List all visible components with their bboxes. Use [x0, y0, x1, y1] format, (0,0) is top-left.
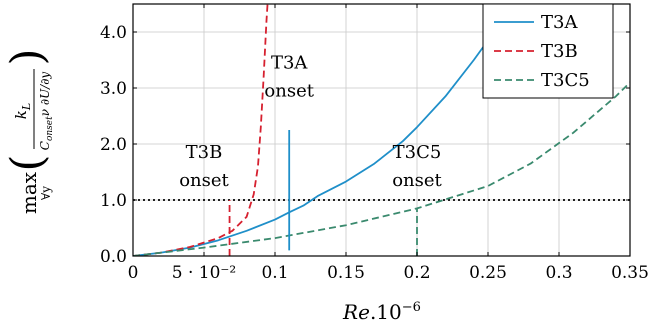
y-tick-label: 3.0 — [100, 79, 127, 99]
legend-box — [482, 3, 614, 99]
y-axis-label-numerator: kL — [12, 103, 33, 119]
axis-ticks: 0 5 · 10⁻² 0.1 0.15 0.2 0.25 0.3 0.35 0.0 1.0 2.0 3… — [100, 4, 649, 283]
series-line-t3c5 — [133, 81, 630, 256]
legend-label-t3c5: T3C5 — [541, 70, 590, 91]
onset-label-t3c5-onset: onset — [392, 170, 442, 191]
series-line-t3a — [133, 4, 510, 256]
series-line-t3b — [133, 4, 269, 256]
onset-label-t3b-name: T3B — [186, 142, 223, 163]
y-axis-label: max ∀y ( kL Consetν ∂U/∂y ) — [2, 48, 55, 214]
y-axis-label-paren-right: ) — [2, 48, 53, 65]
plot-frame — [132, 3, 631, 257]
y-tick-label: 4.0 — [100, 23, 127, 43]
x-tick-label: 0.15 — [327, 263, 365, 283]
y-axis-label-forall: ∀y — [39, 186, 53, 200]
x-tick-label: 0.1 — [261, 263, 288, 283]
x-tick-label: 0.2 — [403, 263, 430, 283]
y-tick-label: 2.0 — [100, 135, 127, 155]
x-tick-label: 0 — [128, 263, 139, 283]
onset-label-t3b-onset: onset — [179, 170, 229, 191]
legend: T3A T3B T3C5 — [482, 3, 614, 99]
x-tick-label: 0.3 — [545, 263, 572, 283]
data-layer — [133, 4, 630, 256]
x-tick-label: 0.25 — [469, 263, 507, 283]
x-tick-label: 5 · 10⁻² — [172, 263, 236, 283]
y-axis-label-paren-left: ( — [2, 154, 53, 171]
onset-label-t3c5-name: T3C5 — [393, 142, 442, 163]
onset-label-t3a-onset: onset — [264, 80, 314, 101]
y-tick-label: 0.0 — [100, 247, 127, 267]
legend-label-t3b: T3B — [541, 41, 578, 62]
y-axis-label-denominator: Consetν ∂U/∂y — [38, 72, 55, 151]
onset-label-t3a-name: T3A — [271, 52, 308, 73]
y-tick-label: 1.0 — [100, 191, 127, 211]
onset-markers: T3A onset T3B onset T3C5 onset — [179, 52, 443, 256]
x-axis-label: Re.10−6 — [342, 300, 421, 324]
x-tick-label: 0.35 — [611, 263, 649, 283]
y-axis-label-max: max — [17, 171, 41, 214]
legend-label-t3a: T3A — [541, 12, 578, 33]
